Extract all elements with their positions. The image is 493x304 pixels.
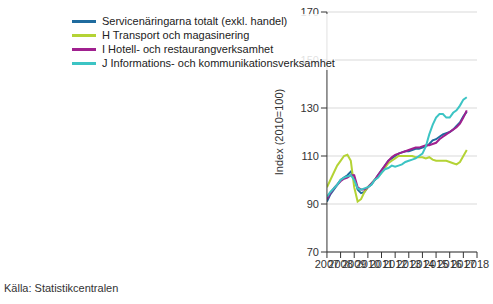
svg-text:150: 150 <box>301 54 319 66</box>
svg-text:2018: 2018 <box>465 258 485 270</box>
svg-text:170: 170 <box>301 6 319 18</box>
svg-text:Index (2010=100): Index (2010=100) <box>273 89 285 176</box>
svg-text:70: 70 <box>307 246 319 258</box>
svg-text:130: 130 <box>301 102 319 114</box>
svg-text:110: 110 <box>301 150 319 162</box>
svg-text:90: 90 <box>307 198 319 210</box>
